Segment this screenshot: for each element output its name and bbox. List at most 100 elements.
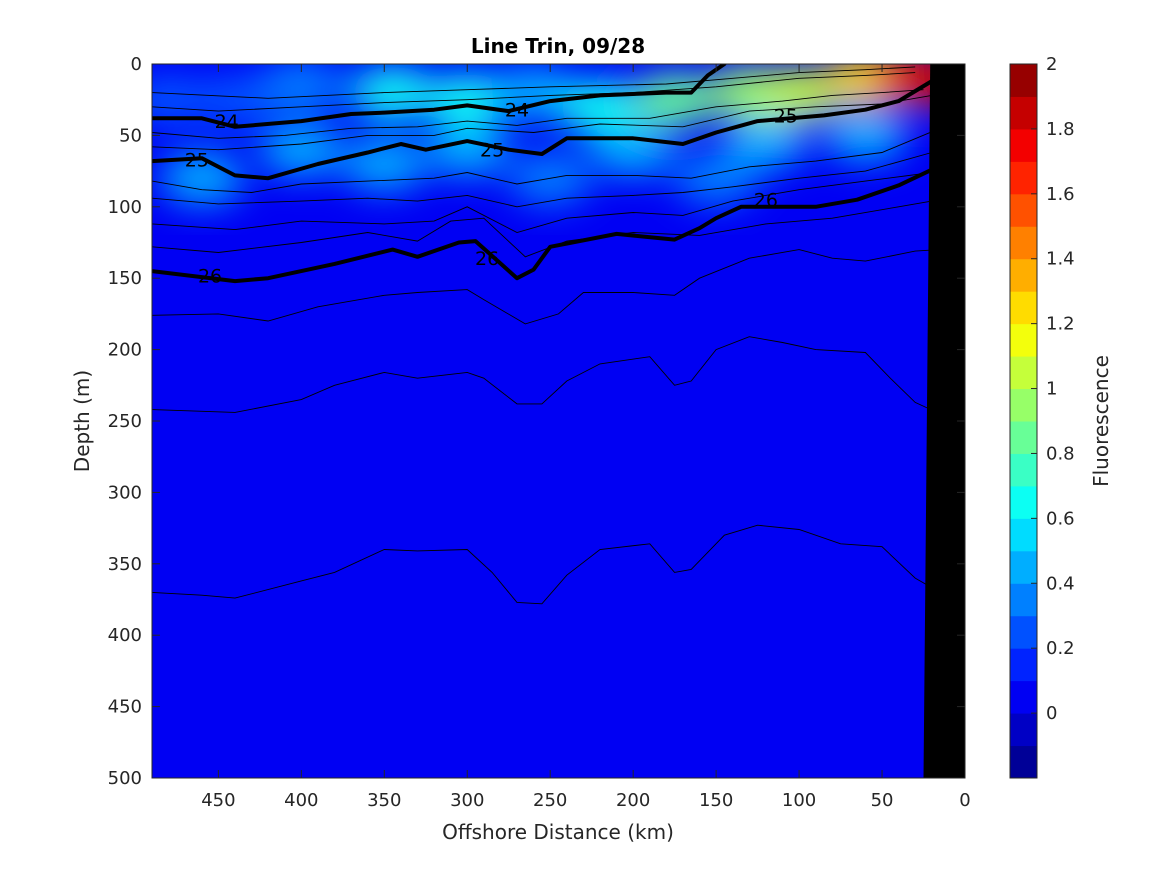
colorbar-swatch xyxy=(1010,680,1037,714)
colorbar-swatch xyxy=(1010,161,1037,195)
minor-contour-line xyxy=(152,197,949,258)
x-tick-label: 100 xyxy=(782,790,816,811)
colorbar: 0 0.2 0.4 0.6 0.8 1 1.2 1.4 1.6 1.8 2 xyxy=(1009,54,1075,779)
x-axis-ticks: 450 400 350 300 250 200 150 100 50 0 xyxy=(201,64,971,811)
y-tick-label: 400 xyxy=(108,625,142,646)
colorbar-swatch xyxy=(1010,583,1037,617)
colorbar-tick-label: 0.2 xyxy=(1046,638,1075,659)
contour-level-label: 26 xyxy=(198,265,222,287)
fluorescence-patch xyxy=(152,73,211,126)
minor-contour-line xyxy=(152,524,957,605)
colorbar-tick-label: 1.6 xyxy=(1046,184,1075,205)
y-axis-label: Depth (m) xyxy=(70,370,94,472)
x-axis-label: Offshore Distance (km) xyxy=(442,820,674,844)
fluorescence-patch xyxy=(491,66,576,119)
colorbar-swatch xyxy=(1010,323,1037,357)
colorbar-swatch xyxy=(1010,615,1037,649)
fluorescence-patch xyxy=(823,109,908,162)
colorbar-swatch xyxy=(1010,518,1037,552)
colorbar-tick-label: 1.2 xyxy=(1046,314,1075,335)
y-tick-label: 250 xyxy=(108,411,142,432)
y-tick-label: 150 xyxy=(108,268,142,289)
colorbar-swatch xyxy=(1010,64,1037,97)
y-tick-label: 200 xyxy=(108,340,142,361)
colorbar-frame xyxy=(1009,63,1038,779)
colorbar-swatch xyxy=(1010,356,1037,390)
fluorescence-patch xyxy=(425,123,510,176)
minor-density-contours xyxy=(152,66,957,605)
colorbar-swatch xyxy=(1010,713,1037,747)
colorbar-swatch xyxy=(1010,226,1037,260)
contour-level-label: 25 xyxy=(185,150,209,172)
colorbar-swatch xyxy=(1010,193,1037,227)
colorbar-swatch xyxy=(1010,258,1037,292)
major-contour-line xyxy=(152,64,959,181)
fluorescence-patch xyxy=(757,66,842,119)
colorbar-swatch xyxy=(1010,128,1037,162)
chart-title: Line Trin, 09/28 xyxy=(471,34,645,58)
y-axis-ticks: 0 50 100 150 200 250 300 350 400 450 500 xyxy=(108,54,965,789)
x-tick-label: 0 xyxy=(959,790,970,811)
colorbar-swatch xyxy=(1010,485,1037,519)
minor-contour-line xyxy=(152,152,932,208)
colorbar-tick-label: 0.4 xyxy=(1046,573,1075,594)
colorbar-swatch xyxy=(1010,291,1037,325)
x-tick-label: 200 xyxy=(616,790,650,811)
minor-contour-line xyxy=(152,72,916,112)
y-tick-label: 50 xyxy=(119,125,142,146)
colorbar-label: Fluorescence xyxy=(1089,355,1113,487)
minor-contour-line xyxy=(152,94,932,151)
colorbar-tick-label: 0.8 xyxy=(1046,443,1075,464)
colorbar-swatch xyxy=(1010,550,1037,584)
colorbar-swatch xyxy=(1010,648,1037,682)
minor-contour-line xyxy=(152,249,941,325)
y-tick-label: 100 xyxy=(108,197,142,218)
major-contour-line xyxy=(152,164,954,284)
x-tick-label: 350 xyxy=(367,790,401,811)
colorbar-tick-label: 0.6 xyxy=(1046,508,1075,529)
colorbar-swatch xyxy=(1010,388,1037,422)
colorbar-tick-label: 0 xyxy=(1046,703,1057,724)
fluorescence-patch xyxy=(591,123,676,176)
minor-contour-line xyxy=(152,127,941,193)
x-tick-label: 50 xyxy=(871,790,894,811)
minor-contour-line xyxy=(152,89,924,139)
colorbar-tick-label: 1.4 xyxy=(1046,249,1075,270)
colorbar-tick-label: 2 xyxy=(1046,54,1057,75)
colorbar-swatch xyxy=(1010,421,1037,454)
y-tick-label: 500 xyxy=(108,768,142,789)
fluorescence-patch xyxy=(342,137,427,190)
colorbar-swatch xyxy=(1010,453,1037,487)
colorbar-swatch xyxy=(1010,96,1037,130)
y-tick-label: 0 xyxy=(131,54,142,75)
contour-level-label: 25 xyxy=(774,105,798,127)
colorbar-swatch xyxy=(1010,745,1037,779)
contour-level-label: 24 xyxy=(215,111,239,133)
y-tick-label: 350 xyxy=(108,554,142,575)
x-tick-label: 300 xyxy=(450,790,484,811)
x-tick-label: 250 xyxy=(533,790,567,811)
seafloor-mask xyxy=(923,64,965,778)
contour-level-label: 26 xyxy=(475,248,499,270)
y-tick-label: 300 xyxy=(108,482,142,503)
fluorescence-patch xyxy=(259,64,344,112)
x-tick-label: 450 xyxy=(201,790,235,811)
minor-contour-line xyxy=(152,172,932,233)
minor-contour-line xyxy=(152,66,916,99)
contour-level-label: 24 xyxy=(505,100,529,122)
contour-level-label: 26 xyxy=(754,190,778,212)
contour-level-label: 25 xyxy=(480,140,504,162)
colorbar-tick-label: 1 xyxy=(1046,379,1057,400)
plot-area xyxy=(152,64,965,778)
major-density-contours xyxy=(152,64,959,284)
fluorescence-patch xyxy=(723,116,808,169)
minor-contour-line xyxy=(152,336,941,415)
major-contour-line xyxy=(152,64,727,129)
x-tick-label: 150 xyxy=(699,790,733,811)
x-tick-label: 400 xyxy=(284,790,318,811)
fluorescence-patch xyxy=(192,73,277,126)
colorbar-tick-label: 1.8 xyxy=(1046,119,1075,140)
